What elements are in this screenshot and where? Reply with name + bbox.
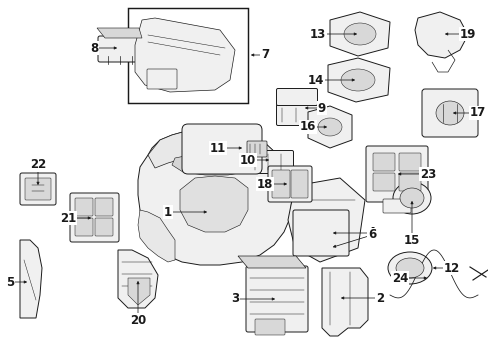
Text: 7: 7 [261, 49, 268, 62]
Ellipse shape [218, 157, 245, 171]
Text: 20: 20 [130, 314, 146, 327]
FancyBboxPatch shape [95, 218, 113, 236]
FancyBboxPatch shape [382, 199, 410, 213]
FancyBboxPatch shape [246, 141, 266, 157]
Ellipse shape [343, 23, 375, 45]
Text: 2: 2 [375, 292, 383, 305]
Polygon shape [97, 28, 142, 38]
Text: 15: 15 [403, 234, 419, 247]
Text: 16: 16 [299, 121, 316, 134]
Text: 4: 4 [367, 226, 375, 239]
Ellipse shape [340, 69, 374, 91]
Polygon shape [135, 18, 235, 92]
FancyBboxPatch shape [147, 69, 177, 89]
FancyBboxPatch shape [398, 153, 420, 171]
FancyBboxPatch shape [245, 266, 307, 332]
FancyBboxPatch shape [25, 178, 51, 200]
Ellipse shape [435, 101, 463, 125]
FancyBboxPatch shape [98, 36, 143, 62]
FancyBboxPatch shape [267, 166, 311, 202]
Polygon shape [180, 176, 247, 232]
Polygon shape [327, 58, 389, 102]
Ellipse shape [392, 182, 430, 214]
Polygon shape [148, 128, 278, 168]
Polygon shape [118, 250, 158, 308]
Polygon shape [172, 153, 251, 175]
FancyBboxPatch shape [276, 89, 317, 105]
Text: 19: 19 [459, 27, 475, 40]
Text: 22: 22 [30, 158, 46, 171]
Text: 21: 21 [60, 211, 76, 225]
Polygon shape [138, 210, 175, 262]
Text: 24: 24 [391, 271, 407, 284]
FancyBboxPatch shape [365, 146, 427, 202]
FancyBboxPatch shape [248, 150, 293, 174]
Text: 17: 17 [469, 107, 485, 120]
Polygon shape [287, 178, 364, 262]
Polygon shape [20, 240, 42, 318]
FancyBboxPatch shape [292, 210, 348, 256]
Text: 8: 8 [90, 41, 98, 54]
Text: 18: 18 [256, 177, 273, 190]
Ellipse shape [399, 188, 423, 208]
FancyBboxPatch shape [75, 198, 93, 216]
FancyBboxPatch shape [290, 170, 307, 198]
Bar [128, 8, 247, 103]
Polygon shape [307, 106, 351, 148]
Polygon shape [128, 278, 150, 305]
Polygon shape [329, 12, 389, 56]
FancyBboxPatch shape [20, 173, 56, 205]
FancyBboxPatch shape [182, 124, 262, 174]
Ellipse shape [387, 252, 431, 284]
Text: 6: 6 [367, 229, 375, 242]
Polygon shape [238, 256, 305, 268]
FancyBboxPatch shape [70, 193, 119, 242]
Text: 5: 5 [6, 275, 14, 288]
FancyBboxPatch shape [254, 319, 285, 335]
Text: 11: 11 [209, 141, 225, 154]
Text: 13: 13 [309, 27, 325, 40]
Text: 1: 1 [163, 206, 172, 219]
Text: 14: 14 [307, 73, 324, 86]
Text: 23: 23 [419, 167, 435, 180]
FancyBboxPatch shape [421, 89, 477, 137]
FancyBboxPatch shape [398, 173, 420, 191]
Text: 3: 3 [230, 292, 239, 306]
FancyBboxPatch shape [75, 218, 93, 236]
Ellipse shape [317, 118, 341, 136]
Polygon shape [321, 268, 367, 336]
Polygon shape [138, 128, 291, 265]
FancyBboxPatch shape [372, 173, 394, 191]
Ellipse shape [185, 158, 214, 172]
Text: 9: 9 [317, 102, 325, 114]
Ellipse shape [395, 258, 423, 278]
Text: 10: 10 [240, 153, 256, 166]
FancyBboxPatch shape [372, 153, 394, 171]
Text: 12: 12 [443, 261, 459, 274]
Polygon shape [414, 12, 467, 58]
FancyBboxPatch shape [95, 198, 113, 216]
FancyBboxPatch shape [276, 104, 317, 126]
FancyBboxPatch shape [271, 170, 289, 198]
